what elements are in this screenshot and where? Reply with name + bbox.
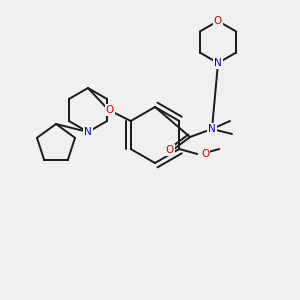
Text: N: N bbox=[214, 58, 222, 68]
Text: N: N bbox=[84, 127, 92, 137]
Text: O: O bbox=[201, 149, 209, 159]
Text: O: O bbox=[214, 16, 222, 26]
Text: O: O bbox=[166, 145, 174, 155]
Text: O: O bbox=[106, 105, 114, 115]
Text: N: N bbox=[208, 124, 216, 134]
